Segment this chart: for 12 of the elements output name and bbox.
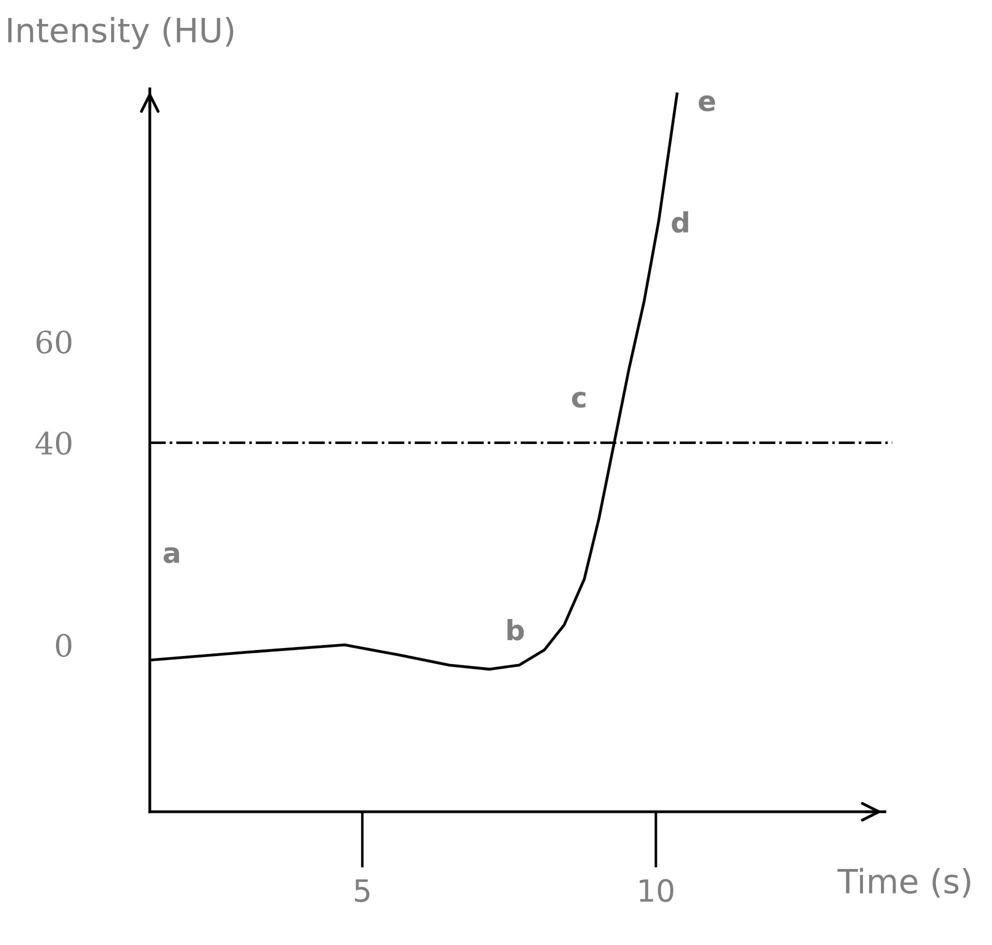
y-tick-label: 0 (56, 634, 72, 657)
y-axis-title: Intensity (HU) (8, 16, 234, 50)
annotation: a (164, 547, 180, 564)
y-tick-label: 60 (36, 330, 72, 354)
x-axis-title: Time (s) (837, 868, 970, 898)
annotation: e (698, 95, 716, 112)
annotation: b (508, 619, 524, 641)
annotation: c (572, 392, 586, 408)
y-tick-label: 40 (35, 432, 72, 455)
x-tick-label: 10 (640, 878, 674, 902)
x-tick-label: 5 (354, 879, 370, 902)
annotation: d (672, 211, 688, 233)
